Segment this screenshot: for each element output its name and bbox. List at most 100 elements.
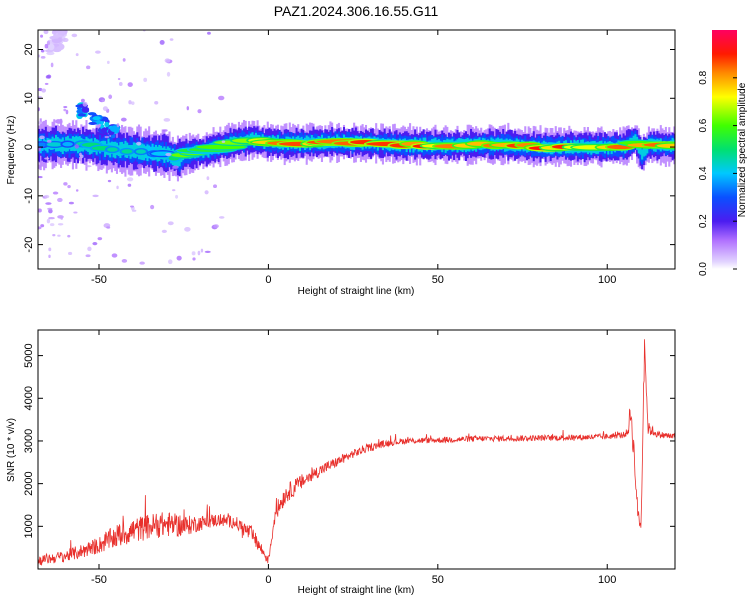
heatmap-speckle: [63, 105, 68, 108]
heatmap-speckle: [44, 43, 49, 49]
x-tick-label: 50: [432, 274, 444, 286]
heatmap-speckle: [213, 224, 219, 229]
heatmap-speckle: [204, 250, 211, 253]
heatmap-blob: [82, 108, 89, 113]
heatmap-speckle: [176, 255, 182, 261]
heatmap-speckle: [131, 209, 137, 212]
heatmap-secondary-1: [44, 30, 68, 56]
heatmap-speckle: [46, 218, 51, 224]
heatmap-speckle: [40, 49, 45, 53]
heatmap-blob: [87, 112, 97, 116]
colorbar-tick-label: 0.0: [698, 262, 709, 276]
heatmap-speckle: [40, 34, 44, 38]
x-tick-label: -50: [91, 574, 107, 586]
y-tick-label: 5000: [23, 343, 35, 367]
x-tick-label: 50: [432, 574, 444, 586]
heatmap-speckle: [172, 165, 179, 169]
heatmap-speckle: [44, 194, 50, 199]
spectrogram-frame: [37, 29, 676, 270]
heatmap-speckle: [58, 119, 63, 125]
heatmap-cell: [132, 142, 135, 158]
heatmap-speckle: [49, 223, 55, 227]
heatmap-speckle: [79, 152, 82, 157]
colorbar-tick-label: 0.6: [698, 118, 709, 132]
heatmap-speckle: [184, 226, 191, 232]
heatmap-speckle: [118, 82, 123, 86]
heatmap-blob: [92, 116, 101, 121]
y-tick-label: 1000: [23, 514, 35, 538]
spectrogram-y-axis-label: Frequency (Hz): [6, 116, 17, 185]
heatmap-speckle: [46, 139, 52, 143]
heatmap-blob: [47, 43, 55, 51]
heatmap-cell: [641, 149, 644, 160]
heatmap-blob: [46, 51, 55, 56]
heatmap-speckle: [38, 226, 42, 230]
heatmap-speckle: [73, 211, 78, 214]
heatmap-speckle: [167, 259, 173, 265]
heatmap-speckle: [48, 208, 53, 214]
heatmap-speckle: [169, 38, 174, 41]
heatmap-speckle: [57, 223, 64, 226]
heatmap-speckle: [52, 233, 56, 237]
heatmap-speckle: [150, 204, 155, 210]
heatmap-speckle: [63, 182, 68, 186]
heatmap-speckle: [38, 164, 41, 169]
heatmap-speckle: [65, 109, 69, 115]
y-tick-label: 20: [23, 43, 35, 55]
heatmap-speckle: [44, 157, 50, 160]
heatmap-speckle: [50, 62, 54, 68]
y-tick-label: 4000: [23, 386, 35, 410]
heatmap-speckle: [95, 50, 101, 54]
y-tick-label: -10: [23, 188, 35, 204]
heatmap-speckle: [82, 101, 88, 107]
heatmap-speckle: [162, 129, 168, 132]
heatmap-speckle: [136, 163, 143, 169]
heatmap-blob: [107, 147, 118, 152]
colorbar-tick-label: 0.8: [698, 70, 709, 84]
heatmap-speckle: [45, 202, 52, 205]
heatmap-speckle: [38, 176, 43, 179]
y-tick-label: -20: [23, 237, 35, 253]
x-tick-label: 100: [598, 274, 616, 286]
heatmap-blob: [77, 113, 87, 117]
heatmap-speckle: [48, 254, 51, 259]
heatmap-speckle: [163, 118, 171, 122]
spectrogram-x-ticks: -50 0 50 100: [91, 30, 616, 286]
heatmap-blob: [62, 141, 73, 147]
heatmap-speckle: [106, 226, 111, 229]
heatmap-speckle: [197, 250, 201, 256]
heatmap-speckle: [44, 82, 49, 85]
x-tick-label: 0: [265, 274, 271, 286]
heatmap-speckle: [161, 229, 167, 234]
heatmap-noise: [38, 30, 226, 265]
heatmap-speckle: [102, 106, 108, 111]
heatmap-speckle: [97, 237, 103, 241]
heatmap-speckle: [197, 109, 202, 114]
snr-series-line: [38, 339, 675, 566]
heatmap-speckle: [48, 216, 55, 220]
heatmap-blob: [51, 38, 62, 44]
heatmap-blob: [104, 121, 110, 128]
colorbar: 0.0 0.2 0.4 0.6 0.8 Normalized spectral ampl…: [698, 30, 748, 276]
heatmap-speckle: [67, 185, 71, 189]
x-tick-label: 0: [265, 574, 271, 586]
heatmap-speckle: [80, 98, 85, 103]
heatmap-core: [38, 136, 675, 162]
y-tick-label: 0: [23, 144, 35, 150]
heatmap-cell: [644, 143, 647, 156]
heatmap-speckle: [192, 257, 196, 261]
heatmap-speckle: [122, 58, 126, 62]
heatmap-cell: [121, 141, 124, 156]
heatmap-speckle: [120, 117, 127, 122]
heatmap-speckle: [127, 82, 133, 87]
heatmap-speckle: [39, 135, 45, 140]
heatmap-speckle: [108, 94, 113, 99]
heatmap-speckle: [159, 40, 165, 45]
heatmap-speckle: [38, 208, 42, 213]
heatmap-speckle: [172, 189, 176, 192]
heatmap-speckle: [139, 261, 145, 265]
spectrogram-heatmap: [38, 30, 675, 265]
heatmap-cell: [642, 146, 645, 157]
